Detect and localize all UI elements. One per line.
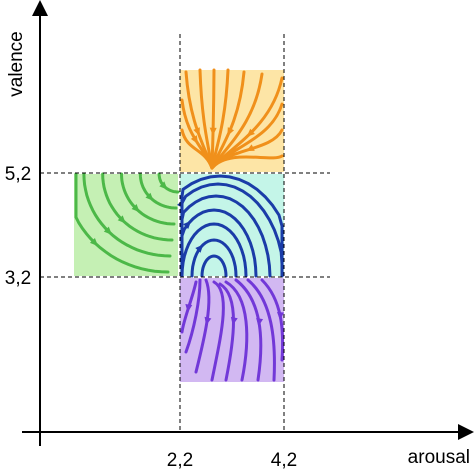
flow-line-top	[210, 154, 284, 170]
flow-arrow-center	[195, 244, 204, 253]
flow-lines-center	[177, 174, 284, 278]
flow-arrow-left	[89, 237, 99, 247]
flow-arrow-left	[117, 215, 126, 224]
flow-line-center	[180, 222, 248, 278]
flow-line-bottom	[246, 278, 276, 382]
y-tick-3-2: 3,2	[5, 268, 31, 289]
flow-lines-bottom	[180, 278, 285, 382]
x-tick-4-2: 4,2	[271, 450, 297, 471]
flow-arrow-left	[131, 204, 140, 213]
flow-line-bottom	[210, 280, 225, 382]
flow-arrow-top	[209, 127, 217, 136]
y-axis-label: valence	[6, 31, 27, 97]
flow-lines-top	[180, 68, 284, 170]
flow-arrow-top	[246, 128, 255, 137]
flow-line-center	[200, 254, 228, 278]
flow-arrow-bottom	[230, 316, 238, 326]
flow-arrow-bottom	[277, 312, 285, 321]
flow-lines-left	[74, 172, 180, 274]
flow-arrow-left	[145, 192, 154, 201]
flow-line-bottom	[224, 280, 249, 382]
flow-arrow-top	[227, 127, 235, 136]
flow-line-top	[180, 128, 214, 170]
x-tick-2-2: 2,2	[167, 450, 193, 471]
flow-arrow-top	[246, 144, 255, 152]
flow-arrow-left	[159, 181, 168, 190]
flow-arrow-top	[193, 127, 200, 137]
flow-line-center	[190, 238, 238, 278]
flow-line-center	[180, 174, 284, 278]
flow-arrow-left	[103, 226, 112, 235]
flow-arrow-bottom	[185, 304, 193, 313]
flow-arrow-center	[183, 220, 192, 229]
flow-arrow-top	[190, 135, 198, 144]
flow-arrow-bottom	[256, 318, 264, 327]
flow-arrow-bottom	[204, 316, 212, 326]
x-axis-label: arousal	[408, 447, 470, 468]
flow-line-bottom	[184, 278, 202, 354]
y-tick-5-2: 5,2	[5, 164, 31, 185]
